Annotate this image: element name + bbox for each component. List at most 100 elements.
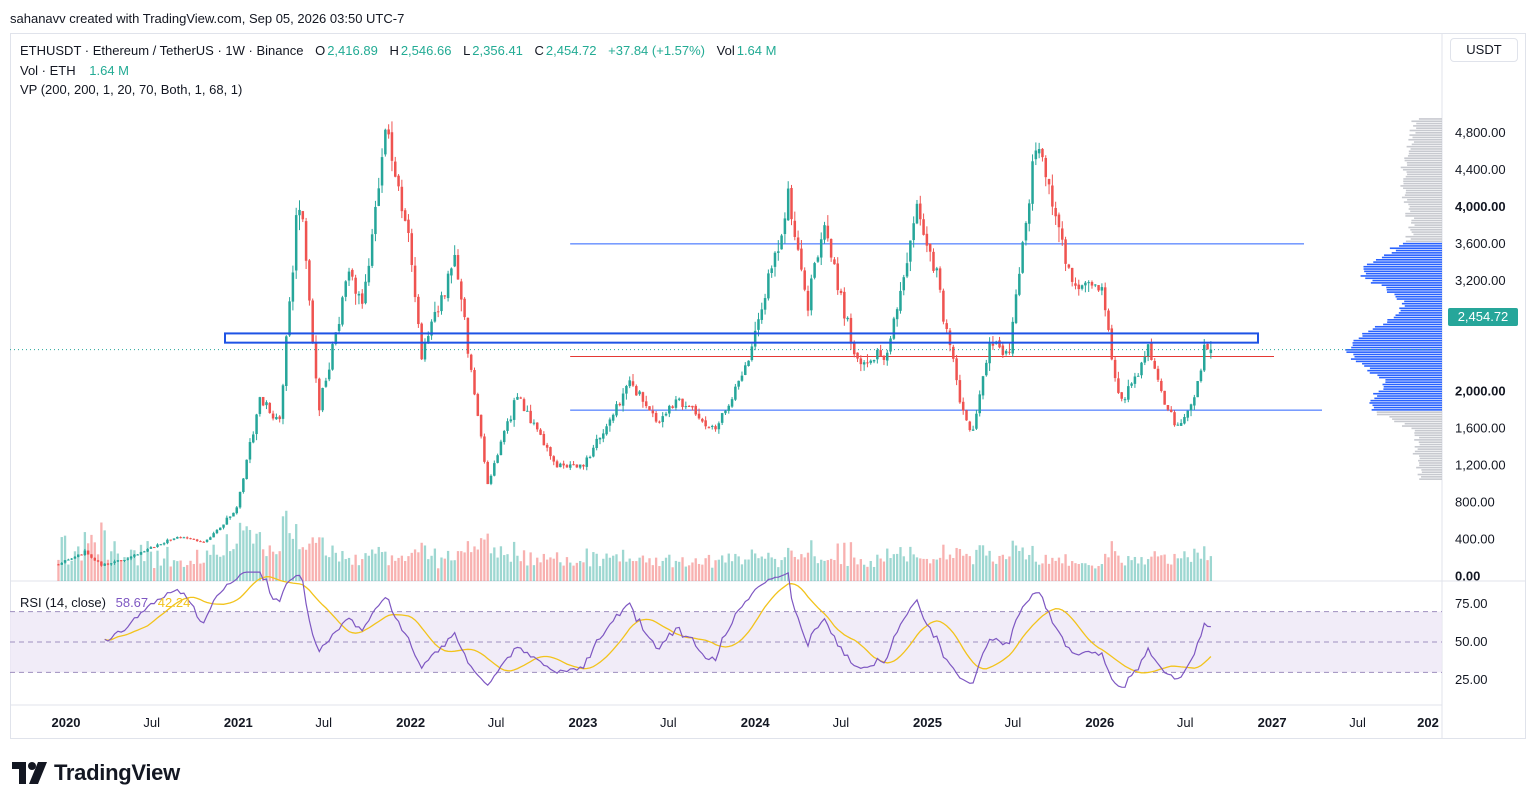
symbol-label[interactable]: ETHUSDT · Ethereum / TetherUS · 1W · Bin… bbox=[20, 43, 304, 58]
volume-bar bbox=[456, 551, 460, 581]
volume-bar bbox=[397, 557, 400, 581]
candle-body bbox=[985, 362, 988, 376]
volume-bar bbox=[80, 560, 83, 581]
volume-profile-bar bbox=[1394, 420, 1442, 423]
candle-body bbox=[255, 414, 258, 435]
volume-bar bbox=[555, 552, 559, 581]
volume-profile-bar bbox=[1407, 198, 1442, 201]
volume-bar bbox=[968, 556, 971, 581]
volume-profile-bar bbox=[1368, 330, 1442, 333]
volume-bar bbox=[463, 552, 466, 581]
volume-bar bbox=[440, 557, 443, 581]
volume-bar bbox=[228, 551, 232, 581]
volume-bar bbox=[301, 547, 304, 581]
volume-bar bbox=[1117, 555, 1120, 581]
volume-bar bbox=[212, 544, 215, 581]
candle-body bbox=[413, 265, 417, 298]
volume-bar bbox=[998, 555, 1001, 581]
candle-body bbox=[238, 491, 242, 508]
currency-button[interactable]: USDT bbox=[1450, 38, 1518, 62]
volume-bar bbox=[1146, 559, 1150, 581]
candle-body bbox=[1014, 294, 1018, 324]
volume-bar bbox=[595, 553, 598, 581]
candle-body bbox=[1193, 397, 1196, 406]
candle-body bbox=[892, 318, 896, 339]
candle-body bbox=[932, 251, 935, 271]
volume-profile-bar bbox=[1352, 342, 1442, 344]
candle-body bbox=[1080, 285, 1084, 289]
candle-body bbox=[143, 551, 146, 553]
volume-bar bbox=[473, 546, 476, 581]
ohlc-legend[interactable]: ETHUSDT · Ethereum / TetherUS · 1W · Bin… bbox=[20, 43, 778, 58]
time-axis-label: 202 bbox=[1417, 715, 1439, 730]
open-value: 2,416.89 bbox=[327, 43, 378, 58]
resistance-zone-box[interactable] bbox=[224, 332, 1259, 344]
volume-bar bbox=[694, 558, 697, 581]
volume-profile-bar bbox=[1402, 168, 1442, 171]
candle-body bbox=[952, 346, 955, 359]
candle-body bbox=[1084, 282, 1087, 286]
volume-profile-bar bbox=[1393, 316, 1442, 319]
candle-body bbox=[605, 426, 608, 435]
volume-profile-bar bbox=[1363, 268, 1442, 270]
candle-body bbox=[159, 544, 163, 546]
candle-body bbox=[677, 398, 681, 400]
volume-bar bbox=[1018, 550, 1021, 581]
candle-body bbox=[856, 352, 859, 359]
candle-body bbox=[1061, 228, 1064, 240]
volume-bar bbox=[615, 554, 618, 581]
volume-bar bbox=[285, 510, 288, 581]
time-axis-label: 2026 bbox=[1085, 715, 1114, 730]
candle-body bbox=[499, 441, 503, 456]
rsi-legend[interactable]: RSI (14, close) 58.67 42.24 bbox=[20, 595, 190, 610]
volume-bar bbox=[1084, 563, 1087, 581]
volume-bar bbox=[1150, 556, 1153, 581]
volume-profile-bar bbox=[1416, 122, 1442, 125]
tradingview-logo[interactable]: TradingView bbox=[12, 760, 180, 786]
candle-body bbox=[496, 455, 499, 463]
volume-bar bbox=[1097, 566, 1100, 581]
candle-body bbox=[671, 406, 674, 408]
candle-body bbox=[390, 132, 394, 161]
candle-body bbox=[222, 524, 225, 528]
volume-bar bbox=[806, 552, 810, 581]
price-axis-label: 4,400.00 bbox=[1455, 162, 1506, 177]
volume-profile-bar bbox=[1386, 291, 1442, 293]
volume-bar bbox=[1047, 563, 1051, 581]
candle-body bbox=[701, 418, 704, 422]
candle-body bbox=[67, 559, 70, 561]
volume-bar bbox=[929, 563, 932, 581]
volume-bar bbox=[750, 549, 754, 581]
volume-bar bbox=[328, 557, 331, 581]
volume-profile-bar bbox=[1415, 132, 1442, 134]
candle-body bbox=[1087, 282, 1090, 284]
candle-body bbox=[575, 464, 579, 468]
chart-canvas[interactable]: 4,800.00 4,400.00 4,000.00 3,600.00 3,200.00… bbox=[10, 33, 1526, 739]
candle-body bbox=[1156, 368, 1160, 380]
rsi-label: RSI (14, close) bbox=[20, 595, 106, 610]
volume-profile-bar bbox=[1352, 344, 1442, 347]
candle-body bbox=[291, 272, 295, 302]
volume-profile-bar bbox=[1354, 355, 1442, 358]
candle-body bbox=[1027, 203, 1031, 224]
volume-profile-legend[interactable]: VP (200, 200, 1, 20, 70, Both, 1, 68, 1) bbox=[20, 82, 244, 97]
candle-body bbox=[1024, 222, 1028, 241]
candle-body bbox=[202, 541, 205, 543]
volume-legend[interactable]: Vol · ETH 1.64 M bbox=[20, 63, 131, 78]
volume-bar bbox=[63, 535, 67, 581]
candle-body bbox=[1153, 360, 1156, 369]
volume-bar bbox=[952, 557, 955, 581]
volume-bar bbox=[430, 555, 433, 581]
volume-bar bbox=[654, 557, 658, 581]
candle-body bbox=[1107, 310, 1110, 330]
candle-body bbox=[1176, 424, 1180, 426]
volume-bar bbox=[503, 555, 506, 581]
price-axis-label: 4,000.00 bbox=[1455, 199, 1506, 214]
volume-bar bbox=[1206, 560, 1209, 581]
volume-bar bbox=[506, 554, 509, 581]
volume-bar bbox=[209, 554, 212, 581]
volume-profile-bar bbox=[1419, 436, 1442, 439]
candle-body bbox=[169, 539, 172, 541]
candle-body bbox=[156, 544, 159, 548]
candle-body bbox=[971, 429, 975, 431]
